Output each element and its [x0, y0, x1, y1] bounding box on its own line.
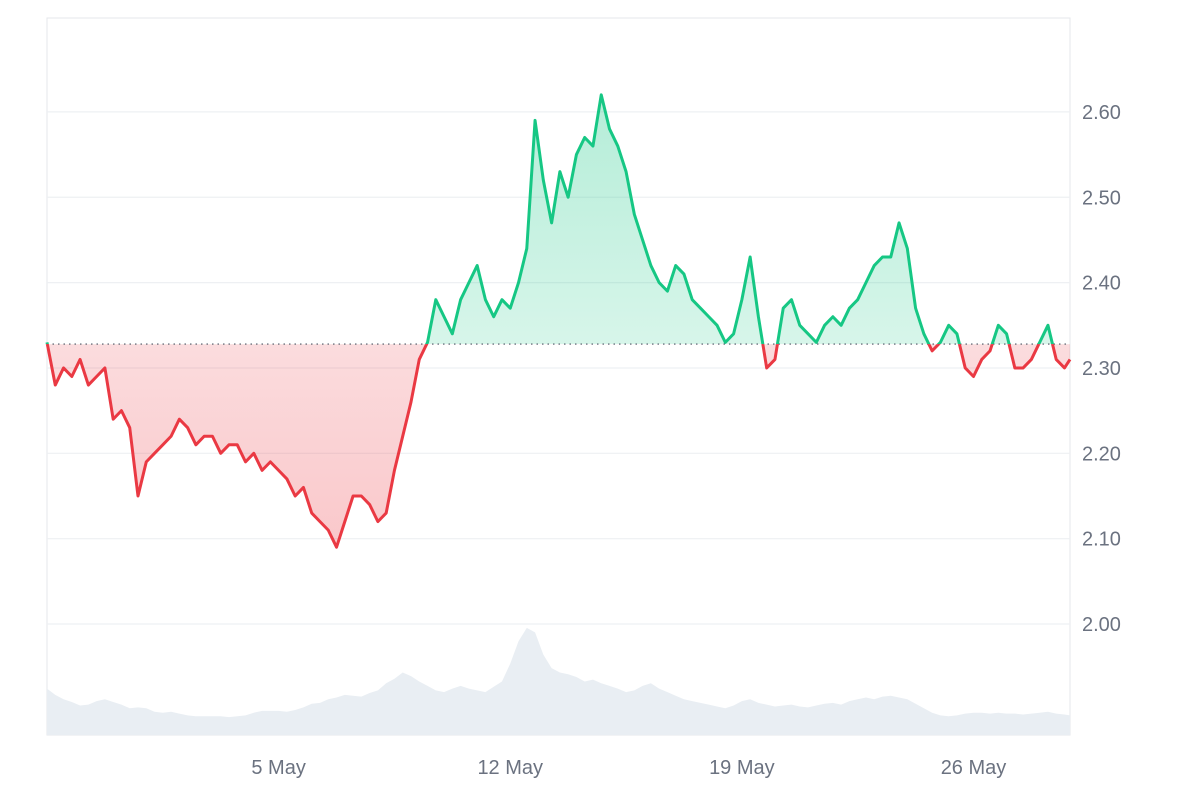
price-line-up [45, 93, 1055, 345]
y-tick-label: 2.00 [1082, 614, 1121, 636]
x-tick-label: 26 May [941, 757, 1007, 779]
x-tick-label: 12 May [477, 757, 543, 779]
y-tick-label: 2.30 [1082, 358, 1121, 380]
y-tick-label: 2.20 [1082, 443, 1121, 465]
y-tick-label: 2.10 [1082, 529, 1121, 551]
area-fill-below [47, 344, 1070, 548]
y-tick-label: 2.50 [1082, 187, 1121, 209]
x-tick-label: 5 May [251, 757, 305, 779]
x-tick-label: 19 May [709, 757, 775, 779]
y-tick-label: 2.60 [1082, 102, 1121, 124]
volume-area [47, 627, 1070, 735]
price-line-down [45, 344, 1072, 549]
volume-layer [47, 627, 1070, 735]
axis-layer: 2.00 2.10 2.20 2.30 2.40 2.50 2.60 5 May 12 May 1… [251, 102, 1121, 779]
price-line-layer [45, 93, 1072, 549]
area-fill-above [47, 94, 1070, 345]
y-tick-label: 2.40 [1082, 273, 1121, 295]
area-fill-layer [47, 94, 1070, 548]
